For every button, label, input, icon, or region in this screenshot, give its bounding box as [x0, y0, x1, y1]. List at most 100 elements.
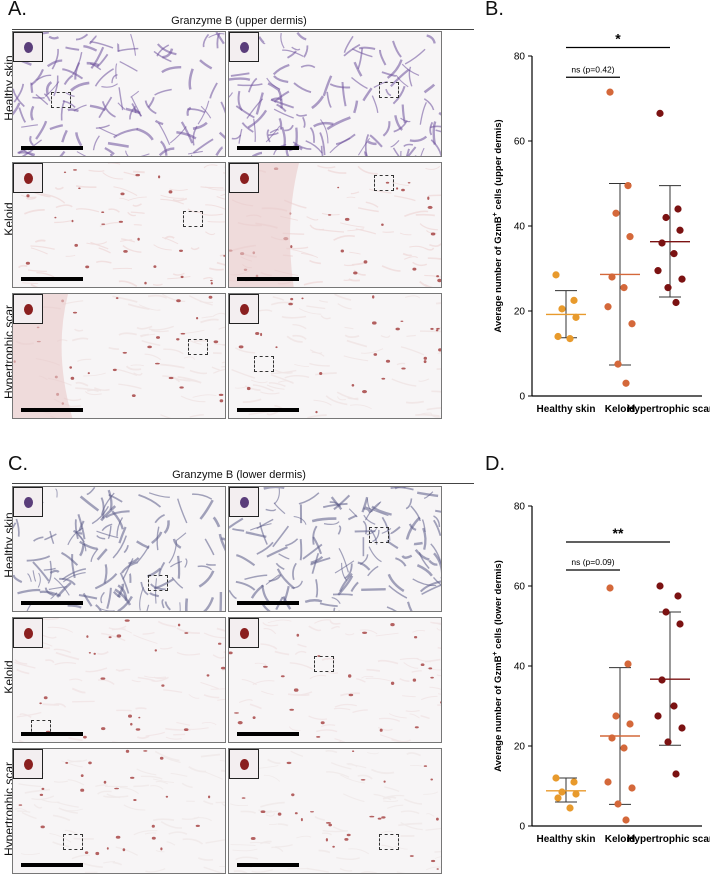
- data-point-healthy-skin-4: [572, 790, 580, 798]
- scale-bar: [237, 601, 299, 605]
- y-tick-label-60: 60: [514, 137, 526, 148]
- zoom-inset: [229, 618, 259, 648]
- scale-bar: [237, 408, 299, 412]
- scale-bar: [21, 601, 83, 605]
- micrograph-lower-row2-col2: [228, 617, 442, 743]
- stained-cell: [24, 304, 33, 315]
- micrograph-upper-row1-col1: [12, 31, 226, 157]
- tissue-texture: [13, 487, 225, 611]
- data-point-keloid-5: [608, 273, 616, 281]
- data-point-healthy-skin-1: [552, 774, 560, 782]
- scale-bar: [21, 732, 83, 736]
- data-point-hypertrophic-scar-5: [658, 676, 666, 684]
- scale-bar: [21, 146, 83, 150]
- data-point-keloid-2: [624, 182, 632, 190]
- scale-bar: [21, 863, 83, 867]
- tissue-texture: [229, 619, 441, 742]
- tissue-texture: [229, 32, 441, 156]
- data-point-keloid-6: [620, 744, 628, 752]
- zoom-region-box: [148, 575, 168, 591]
- data-point-keloid-4: [626, 720, 634, 728]
- data-point-hypertrophic-scar-8: [678, 275, 686, 283]
- tissue-texture: [230, 749, 441, 873]
- data-point-keloid-9: [614, 800, 622, 808]
- micrograph-lower-row1-col2: [228, 486, 442, 612]
- zoom-inset: [13, 32, 43, 62]
- data-point-hypertrophic-scar-8: [678, 724, 686, 732]
- tissue-texture: [16, 163, 225, 287]
- data-point-healthy-skin-3: [558, 305, 566, 313]
- data-point-keloid-6: [620, 284, 628, 292]
- x-tick-label-healthy-skin: Healthy skin: [537, 404, 596, 415]
- zoom-inset: [229, 294, 259, 324]
- data-point-keloid-1: [606, 584, 614, 592]
- zoom-inset: [229, 749, 259, 779]
- zoom-region-box: [369, 527, 389, 543]
- data-point-healthy-skin-5: [554, 332, 562, 341]
- grid-title-rule-upper: [12, 29, 474, 30]
- scatter-chart-lower-dermis: 0 20 40 60 80 Healthy skin KeloidHypertrophic …: [492, 502, 710, 846]
- zoom-region-box: [379, 834, 399, 850]
- zoom-inset: [229, 487, 259, 517]
- data-point-hypertrophic-scar-7: [654, 267, 662, 275]
- data-point-keloid-10: [622, 816, 630, 824]
- data-point-keloid-7: [604, 778, 612, 786]
- data-point-healthy-skin-4: [572, 313, 580, 321]
- data-point-keloid-4: [626, 233, 634, 241]
- data-point-hypertrophic-scar-4: [676, 226, 684, 234]
- zoom-region-box: [51, 92, 71, 108]
- zoom-inset: [13, 294, 43, 324]
- data-point-healthy-skin-2: [570, 778, 578, 786]
- data-point-keloid-8: [628, 320, 636, 328]
- data-point-hypertrophic-scar-9: [664, 284, 672, 292]
- data-point-hypertrophic-scar-6: [670, 702, 678, 710]
- x-tick-label-healthy-skin: Healthy skin: [537, 834, 596, 845]
- tissue-texture: [13, 294, 225, 418]
- data-point-healthy-skin-3: [558, 788, 566, 796]
- tissue-texture: [229, 163, 441, 287]
- zoom-region-box: [254, 356, 274, 372]
- zoom-region-box: [188, 339, 208, 355]
- y-tick-label-0: 0: [519, 822, 525, 833]
- y-tick-label-80: 80: [514, 52, 526, 63]
- grid-title-upper: Granzyme B (upper dermis): [171, 15, 307, 27]
- stained-cell: [240, 497, 249, 508]
- grid-title-lower: Granzyme B (lower dermis): [172, 469, 306, 481]
- zoom-inset: [229, 163, 259, 193]
- stained-cell: [240, 759, 249, 770]
- data-point-healthy-skin-6: [566, 804, 574, 812]
- data-point-hypertrophic-scar-4: [676, 620, 684, 628]
- micrograph-lower-row3-col2: [228, 748, 442, 874]
- tissue-texture: [229, 487, 441, 611]
- stained-cell: [240, 304, 249, 315]
- data-point-healthy-skin-1: [552, 271, 560, 279]
- scatter-chart-upper-dermis: 0 20 40 60 80 Healthy skin KeloidHypertrophic …: [492, 31, 710, 416]
- scale-bar: [237, 277, 299, 281]
- zoom-inset: [229, 32, 259, 62]
- data-point-keloid-7: [604, 303, 612, 311]
- scale-bar: [237, 863, 299, 867]
- data-point-hypertrophic-scar-7: [654, 712, 662, 720]
- y-tick-label-80: 80: [514, 502, 526, 513]
- zoom-region-box: [379, 82, 399, 98]
- significance-label-1: **: [613, 525, 624, 541]
- micrograph-upper-row1-col2: [228, 31, 442, 157]
- y-tick-label-40: 40: [514, 662, 526, 673]
- significance-label-2: ns (p=0.42): [571, 64, 614, 74]
- tissue-texture: [14, 749, 225, 873]
- y-tick-label-40: 40: [514, 222, 526, 233]
- micrograph-upper-row2-col1: [12, 162, 226, 288]
- micrograph-lower-row1-col1: [12, 486, 226, 612]
- x-tick-label-hypertrophic-scar: Hypertrophic scar: [627, 834, 710, 845]
- y-axis-label: Average number of GzmB+ cells (lower der…: [492, 560, 504, 772]
- zoom-region-box: [183, 211, 203, 227]
- data-point-keloid-3: [612, 712, 620, 720]
- data-point-hypertrophic-scar-10: [672, 770, 680, 778]
- panel-letter-b: B.: [485, 0, 504, 20]
- x-tick-label-hypertrophic-scar: Hypertrophic scar: [627, 404, 710, 415]
- micrograph-upper-row3-col2: [228, 293, 442, 419]
- scale-bar: [21, 277, 83, 281]
- y-axis-label: Average number of GzmB+ cells (upper der…: [492, 119, 504, 332]
- stained-cell: [24, 173, 33, 184]
- data-point-hypertrophic-scar-2: [674, 205, 682, 213]
